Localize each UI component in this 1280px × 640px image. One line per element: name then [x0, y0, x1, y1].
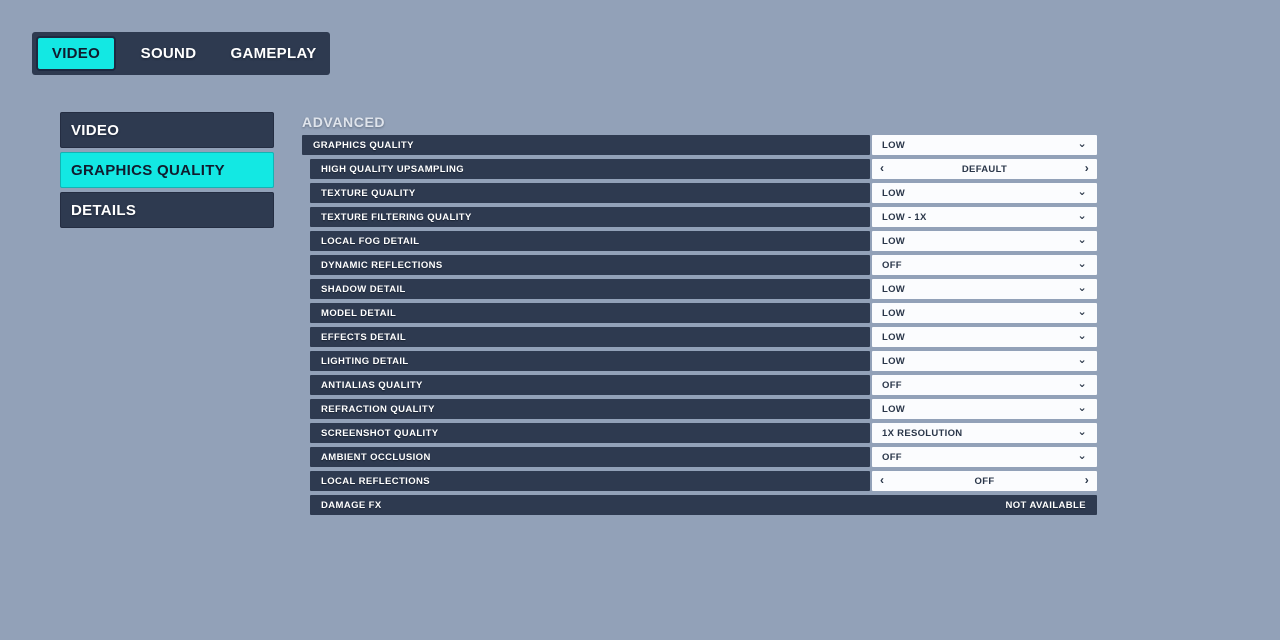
chevron-down-icon: ⌄ [1077, 353, 1087, 366]
setting-row-graphics-quality: GRAPHICS QUALITY LOW ⌄ [302, 135, 1097, 155]
dropdown-value: OFF [882, 379, 902, 391]
dropdown-value: LOW [882, 331, 906, 343]
setting-label: LOCAL REFLECTIONS [310, 471, 870, 491]
chevron-down-icon: ⌄ [1077, 377, 1087, 390]
dropdown-value: 1X RESOLUTION [882, 427, 963, 439]
setting-row-local-fog-detail: LOCAL FOG DETAIL LOW ⌄ [302, 231, 1097, 251]
chevron-down-icon: ⌄ [1077, 233, 1087, 246]
tab-sound[interactable]: SOUND [140, 45, 197, 62]
chevron-down-icon: ⌄ [1077, 449, 1087, 462]
setting-row-lighting-detail: LIGHTING DETAIL LOW ⌄ [302, 351, 1097, 371]
setting-row-antialias-quality: ANTIALIAS QUALITY OFF ⌄ [302, 375, 1097, 395]
setting-label: DAMAGE FX NOT AVAILABLE [310, 495, 1097, 515]
setting-label: LIGHTING DETAIL [310, 351, 870, 371]
stepper-left-arrow-icon[interactable]: ‹ [880, 161, 885, 175]
dropdown-lighting-detail[interactable]: LOW ⌄ [872, 351, 1097, 371]
dropdown-model-detail[interactable]: LOW ⌄ [872, 303, 1097, 323]
dropdown-antialias-quality[interactable]: OFF ⌄ [872, 375, 1097, 395]
chevron-down-icon: ⌄ [1077, 329, 1087, 342]
setting-label: TEXTURE FILTERING QUALITY [310, 207, 870, 227]
section-title: ADVANCED [302, 114, 386, 130]
setting-label: DYNAMIC REFLECTIONS [310, 255, 870, 275]
status-not-available: NOT AVAILABLE [1005, 499, 1086, 511]
setting-label: SHADOW DETAIL [310, 279, 870, 299]
setting-label: EFFECTS DETAIL [310, 327, 870, 347]
setting-label: TEXTURE QUALITY [310, 183, 870, 203]
advanced-settings-panel: ADVANCED GRAPHICS QUALITY LOW ⌄ HIGH QUALIT… [302, 112, 1097, 519]
setting-label: LOCAL FOG DETAIL [310, 231, 870, 251]
dropdown-effects-detail[interactable]: LOW ⌄ [872, 327, 1097, 347]
setting-row-local-reflections: LOCAL REFLECTIONS ‹ OFF › [302, 471, 1097, 491]
stepper-right-arrow-icon[interactable]: › [1084, 161, 1089, 175]
dropdown-value: LOW [882, 403, 906, 415]
stepper-value: OFF [974, 475, 995, 487]
chevron-down-icon: ⌄ [1077, 209, 1087, 222]
setting-row-ambient-occlusion: AMBIENT OCCLUSION OFF ⌄ [302, 447, 1097, 467]
dropdown-shadow-detail[interactable]: LOW ⌄ [872, 279, 1097, 299]
top-tab-bar: VIDEO SOUND GAMEPLAY [32, 32, 330, 75]
stepper-right-arrow-icon[interactable]: › [1084, 473, 1089, 487]
dropdown-value: LOW [882, 355, 906, 367]
stepper-local-reflections[interactable]: ‹ OFF › [872, 471, 1097, 491]
setting-row-texture-quality: TEXTURE QUALITY LOW ⌄ [302, 183, 1097, 203]
dropdown-texture-quality[interactable]: LOW ⌄ [872, 183, 1097, 203]
dropdown-value: LOW - 1X [882, 211, 927, 223]
dropdown-graphics-quality[interactable]: LOW ⌄ [872, 135, 1097, 155]
dropdown-value: LOW [882, 187, 906, 199]
setting-row-dynamic-reflections: DYNAMIC REFLECTIONS OFF ⌄ [302, 255, 1097, 275]
dropdown-value: LOW [882, 307, 906, 319]
setting-row-effects-detail: EFFECTS DETAIL LOW ⌄ [302, 327, 1097, 347]
setting-label: ANTIALIAS QUALITY [310, 375, 870, 395]
dropdown-value: OFF [882, 259, 902, 271]
dropdown-texture-filtering-quality[interactable]: LOW - 1X ⌄ [872, 207, 1097, 227]
chevron-down-icon: ⌄ [1077, 137, 1087, 150]
dropdown-value: LOW [882, 139, 906, 151]
chevron-down-icon: ⌄ [1077, 425, 1087, 438]
setting-label: SCREENSHOT QUALITY [310, 423, 870, 443]
chevron-down-icon: ⌄ [1077, 281, 1087, 294]
chevron-down-icon: ⌄ [1077, 257, 1087, 270]
settings-sidebar: VIDEO GRAPHICS QUALITY DETAILS [60, 112, 274, 228]
dropdown-ambient-occlusion[interactable]: OFF ⌄ [872, 447, 1097, 467]
dropdown-local-fog-detail[interactable]: LOW ⌄ [872, 231, 1097, 251]
setting-row-model-detail: MODEL DETAIL LOW ⌄ [302, 303, 1097, 323]
dropdown-value: OFF [882, 451, 902, 463]
setting-label: MODEL DETAIL [310, 303, 870, 323]
sidebar-item-video[interactable]: VIDEO [60, 112, 274, 148]
setting-label: AMBIENT OCCLUSION [310, 447, 870, 467]
setting-row-refraction-quality: REFRACTION QUALITY LOW ⌄ [302, 399, 1097, 419]
chevron-down-icon: ⌄ [1077, 305, 1087, 318]
stepper-left-arrow-icon[interactable]: ‹ [880, 473, 885, 487]
sidebar-item-graphics-quality[interactable]: GRAPHICS QUALITY [60, 152, 274, 188]
chevron-down-icon: ⌄ [1077, 401, 1087, 414]
sidebar-item-details[interactable]: DETAILS [60, 192, 274, 228]
setting-row-high-quality-upsampling: HIGH QUALITY UPSAMPLING ‹ DEFAULT › [302, 159, 1097, 179]
dropdown-value: LOW [882, 283, 906, 295]
settings-rows: GRAPHICS QUALITY LOW ⌄ HIGH QUALITY UPSAMPL… [302, 135, 1097, 519]
setting-label: REFRACTION QUALITY [310, 399, 870, 419]
stepper-high-quality-upsampling[interactable]: ‹ DEFAULT › [872, 159, 1097, 179]
dropdown-value: LOW [882, 235, 906, 247]
setting-row-screenshot-quality: SCREENSHOT QUALITY 1X RESOLUTION ⌄ [302, 423, 1097, 443]
stepper-value: DEFAULT [961, 163, 1008, 175]
tab-video[interactable]: VIDEO [36, 36, 116, 71]
setting-row-damage-fx: DAMAGE FX NOT AVAILABLE [302, 495, 1097, 515]
tab-gameplay[interactable]: GAMEPLAY [230, 45, 317, 62]
dropdown-dynamic-reflections[interactable]: OFF ⌄ [872, 255, 1097, 275]
setting-label: HIGH QUALITY UPSAMPLING [310, 159, 870, 179]
chevron-down-icon: ⌄ [1077, 185, 1087, 198]
setting-row-shadow-detail: SHADOW DETAIL LOW ⌄ [302, 279, 1097, 299]
setting-row-texture-filtering-quality: TEXTURE FILTERING QUALITY LOW - 1X ⌄ [302, 207, 1097, 227]
setting-label: GRAPHICS QUALITY [302, 135, 870, 155]
dropdown-refraction-quality[interactable]: LOW ⌄ [872, 399, 1097, 419]
dropdown-screenshot-quality[interactable]: 1X RESOLUTION ⌄ [872, 423, 1097, 443]
